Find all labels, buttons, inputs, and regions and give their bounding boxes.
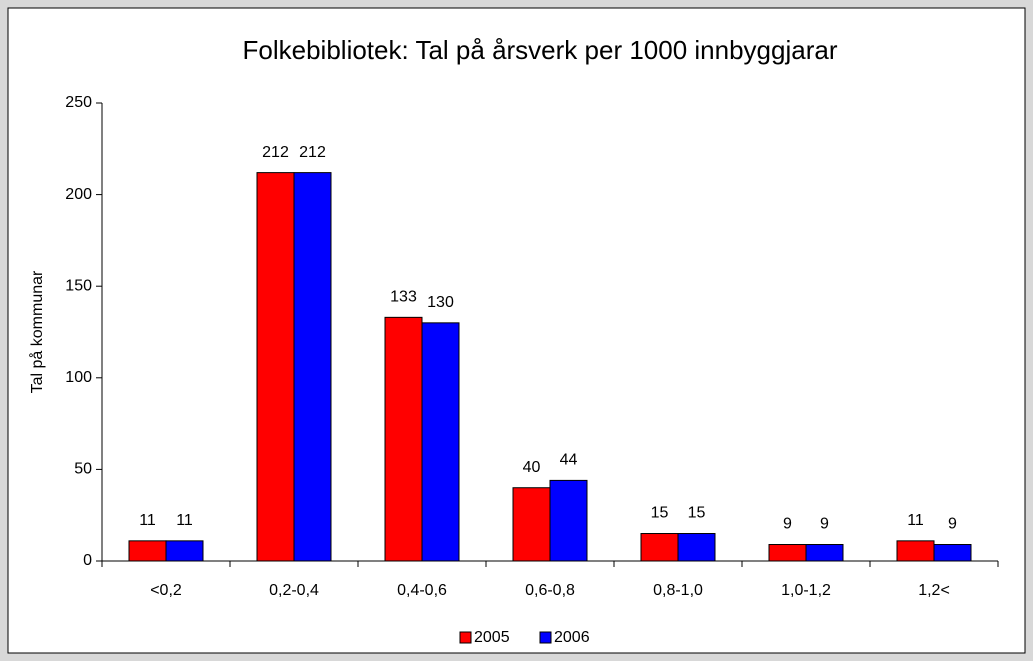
legend-label: 2005	[474, 629, 510, 646]
data-label: 11	[139, 512, 156, 529]
data-label: 44	[560, 452, 578, 469]
y-tick-label: 0	[83, 552, 92, 569]
data-label: 9	[820, 516, 829, 533]
data-label: 130	[427, 294, 454, 311]
data-label: 133	[390, 289, 417, 306]
data-label: 212	[299, 144, 326, 161]
legend-swatch	[459, 631, 472, 644]
bar	[256, 172, 295, 562]
data-label: 9	[948, 516, 957, 533]
data-label: 15	[688, 505, 706, 522]
x-tick-label: 0,8-1,0	[653, 582, 703, 599]
bar	[165, 540, 204, 562]
x-tick-label: 0,4-0,6	[397, 582, 447, 599]
bar	[128, 540, 167, 562]
bar	[677, 533, 716, 562]
data-label: 40	[523, 459, 541, 476]
data-label: 11	[907, 512, 924, 529]
x-tick-label: 1,0-1,2	[781, 582, 831, 599]
x-tick-label: 1,2<	[918, 582, 950, 599]
x-tick-label: 0,2-0,4	[269, 582, 319, 599]
bar	[421, 322, 460, 562]
bar	[384, 316, 423, 562]
bar	[293, 172, 332, 562]
bar	[512, 487, 551, 562]
bar	[805, 544, 844, 562]
bar	[768, 544, 807, 562]
data-label: 212	[262, 144, 289, 161]
y-tick-label: 150	[65, 277, 92, 294]
y-tick-label: 250	[65, 94, 92, 111]
data-label: 11	[176, 512, 193, 529]
x-tick-label: 0,6-0,8	[525, 582, 575, 599]
y-tick-label: 100	[65, 369, 92, 386]
y-tick-label: 200	[65, 186, 92, 203]
data-label: 9	[783, 516, 792, 533]
legend-swatch	[539, 631, 552, 644]
chart-title: Folkebibliotek: Tal på årsverk per 1000 …	[243, 35, 838, 65]
bar	[896, 540, 935, 562]
bar	[933, 544, 972, 562]
legend-label: 2006	[554, 629, 590, 646]
bar	[549, 479, 588, 562]
bar	[640, 533, 679, 562]
x-tick-label: <0,2	[150, 582, 182, 599]
y-axis-label: Tal på kommunar	[28, 270, 46, 393]
data-label: 15	[651, 505, 669, 522]
y-tick-label: 50	[74, 461, 92, 478]
